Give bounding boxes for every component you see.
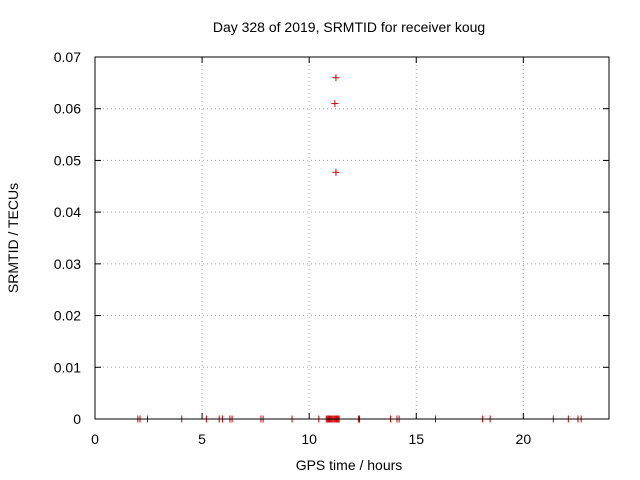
data-points bbox=[134, 74, 585, 423]
x-tick-label: 20 bbox=[516, 431, 532, 447]
x-tick-label: 0 bbox=[91, 431, 99, 447]
y-tick-label: 0.07 bbox=[54, 49, 81, 65]
y-tick-label: 0 bbox=[73, 411, 81, 427]
x-axis-label: GPS time / hours bbox=[296, 457, 403, 473]
y-axis-label: SRMTID / TECUs bbox=[5, 183, 21, 293]
y-tick-label: 0.03 bbox=[54, 256, 81, 272]
plot-area-frame bbox=[94, 56, 610, 420]
x-tick-label: 15 bbox=[408, 431, 424, 447]
y-tick-label: 0.04 bbox=[54, 204, 81, 220]
x-ticks: 0 5 10 15 20 bbox=[91, 57, 531, 447]
data-point bbox=[332, 74, 340, 82]
y-tick-label: 0.01 bbox=[54, 359, 81, 375]
data-point bbox=[332, 168, 340, 176]
x-tick-label: 10 bbox=[301, 431, 317, 447]
chart-title: Day 328 of 2019, SRMTID for receiver kou… bbox=[213, 19, 485, 35]
y-tick-label: 0.02 bbox=[54, 308, 81, 324]
grid-lines bbox=[95, 57, 609, 419]
data-point bbox=[331, 100, 339, 108]
y-tick-label: 0.06 bbox=[54, 101, 81, 117]
y-ticks: 0 0.01 0.02 0.03 0.04 0.05 0.06 0.07 bbox=[54, 49, 609, 427]
y-tick-label: 0.05 bbox=[54, 152, 81, 168]
x-tick-label: 5 bbox=[198, 431, 206, 447]
